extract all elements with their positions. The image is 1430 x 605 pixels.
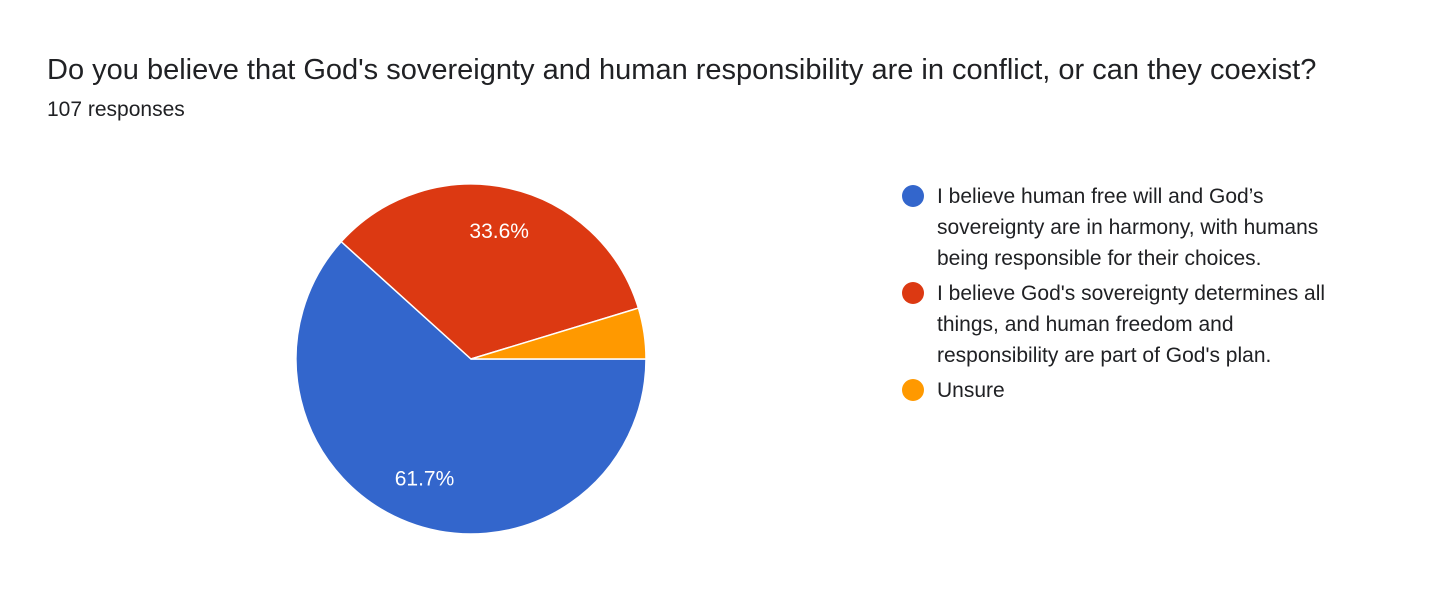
pie-slice-2	[470, 307, 647, 360]
pie-slice-1	[340, 183, 640, 360]
legend-label-1: I believe God's sovereignty determines a…	[937, 282, 1326, 367]
slice-label-0: 61.7%	[395, 467, 455, 490]
chart-legend: I believe human free will and God’s sove…	[902, 181, 1342, 410]
legend-swatch-2	[902, 379, 924, 401]
legend-swatch-0	[902, 185, 924, 207]
legend-label-0: I believe human free will and God’s sove…	[937, 185, 1319, 270]
slice-label-1: 33.6%	[469, 220, 529, 243]
legend-label-2: Unsure	[937, 379, 1005, 402]
legend-item-1: I believe God's sovereignty determines a…	[902, 278, 1342, 371]
legend-item-0: I believe human free will and God’s sove…	[902, 181, 1342, 274]
legend-swatch-1	[902, 282, 924, 304]
response-count: 107 responses	[47, 98, 185, 121]
pie-slice-0	[295, 240, 647, 535]
chart-title: Do you believe that God's sovereignty an…	[47, 54, 1317, 86]
legend-item-2: Unsure	[902, 375, 1342, 406]
